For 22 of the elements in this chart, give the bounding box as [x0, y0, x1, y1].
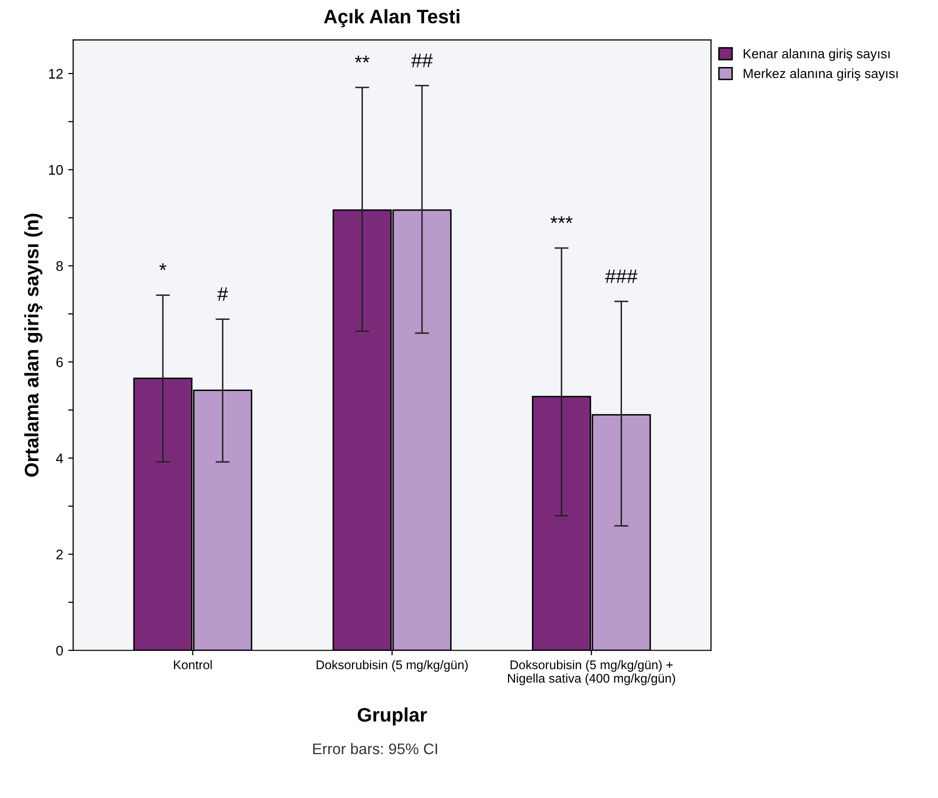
annotation: ***: [550, 216, 573, 224]
y-tick-label: 8: [56, 261, 63, 271]
y-tick-label: 0: [56, 646, 63, 656]
x-tick-label: Doksorubisin (5 mg/kg/gün): [316, 660, 468, 672]
annotation: **: [354, 56, 370, 62]
y-tick-label: 10: [49, 165, 63, 175]
y-tick-label: 6: [56, 357, 63, 368]
y-tick-label: 12: [49, 68, 63, 79]
x-tick-label: Kontrol: [174, 660, 212, 670]
annotation: ###: [605, 270, 638, 283]
y-tick-label: 2: [56, 550, 63, 560]
annotation: ##: [411, 54, 433, 68]
y-tick-label: 4: [56, 454, 64, 464]
y-axis-title: Ortalama alan giriş sayısı (n): [24, 214, 42, 477]
legend-label: Kenar alanına giriş sayısı: [744, 48, 890, 62]
annotation: #: [217, 287, 228, 301]
chart-title: Açık Alan Testi: [324, 9, 460, 28]
x-axis-title: Gruplar: [358, 707, 427, 726]
legend-label: Merkez alanına giriş sayısı: [744, 68, 898, 81]
x-tick-label: Doksorubisin (5 mg/kg/gün) + Nigella sativa (400 mg/kg/gün): [508, 660, 676, 686]
text: Error bars: 95% CI: [313, 743, 438, 754]
annotation: *: [159, 263, 166, 270]
